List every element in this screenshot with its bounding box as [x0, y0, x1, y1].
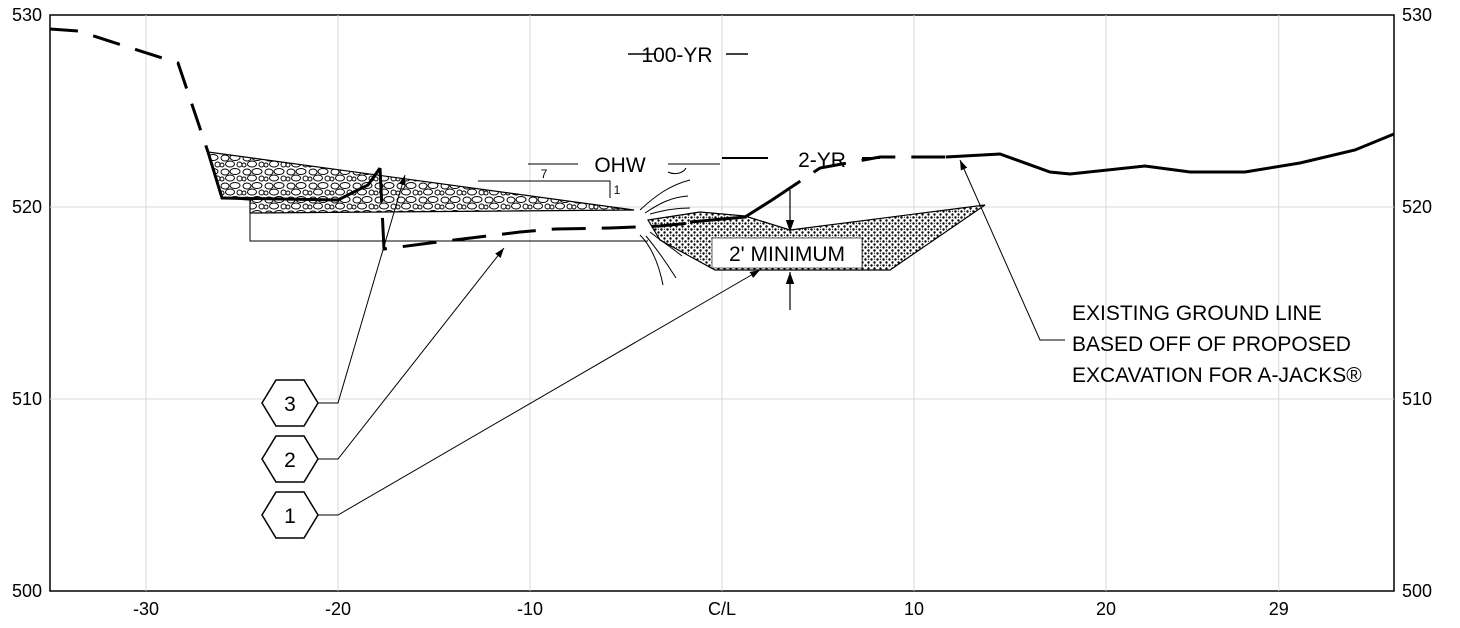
existing-ground-line-left [49, 27, 210, 153]
root-wad-sketch [639, 167, 691, 286]
x-tick-label: 10 [904, 599, 924, 619]
svg-text:2: 2 [284, 449, 296, 472]
x-tick-label: -10 [517, 599, 543, 619]
existing-ground-line-right [771, 155, 946, 202]
callout-2: 2 [261, 435, 319, 483]
svg-text:1: 1 [284, 505, 296, 528]
note-leader [959, 159, 1065, 341]
excavation-outline [249, 200, 648, 242]
x-tick-label: -30 [133, 599, 159, 619]
proposed-ground-line-left [206, 151, 382, 202]
100yr-label: 100-YR [641, 44, 712, 67]
dimension-label: 2' MINIMUM [729, 243, 845, 266]
x-tick-label: 29 [1269, 599, 1289, 619]
proposed-ground-line-right [945, 132, 1395, 176]
note-line-2: BASED OFF OF PROPOSED [1072, 333, 1351, 356]
y-tick-label-right: 510 [1402, 389, 1432, 409]
y-axis-ticks: 500 500 510 510 520 520 530 530 [12, 5, 1432, 601]
x-tick-label: C/L [708, 599, 736, 619]
svg-text:3: 3 [284, 393, 296, 416]
leader-2 [318, 247, 505, 460]
x-tick-label: 20 [1096, 599, 1116, 619]
callout-3: 3 [261, 379, 319, 427]
leader-3 [318, 174, 406, 404]
slope-triangle [478, 180, 611, 198]
x-tick-label: -20 [325, 599, 351, 619]
y-tick-label-left: 530 [12, 5, 42, 25]
slope-rise-label: 1 [614, 183, 621, 197]
y-tick-label-left: 510 [12, 389, 42, 409]
y-tick-label-right: 500 [1402, 581, 1432, 601]
note-line-1: EXISTING GROUND LINE [1072, 302, 1322, 325]
callout-1: 1 [261, 491, 319, 539]
riprap-fill [207, 151, 635, 214]
ohw-label: OHW [594, 154, 646, 177]
x-axis-ticks: -30 -20 -10 C/L 10 20 29 [133, 599, 1289, 619]
2yr-label: 2-YR [798, 149, 846, 172]
y-tick-label-right: 530 [1402, 5, 1432, 25]
dimension-label-box [711, 237, 863, 269]
y-tick-label-right: 520 [1402, 197, 1432, 217]
slope-run-label: 7 [541, 167, 548, 181]
y-tick-label-left: 520 [12, 197, 42, 217]
y-tick-label-left: 500 [12, 581, 42, 601]
leader-1 [318, 269, 761, 516]
note-line-3: EXCAVATION FOR A-JACKS® [1072, 364, 1362, 387]
proposed-ground-line-mid [689, 198, 773, 224]
